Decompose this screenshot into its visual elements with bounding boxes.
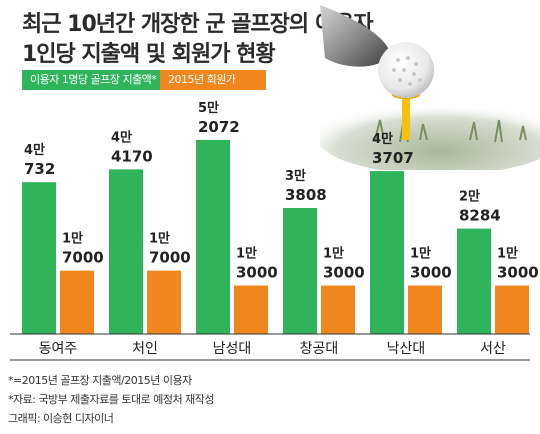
label-spending-rest-5: 8284: [459, 207, 501, 225]
label-spending-rest-0: 732: [24, 160, 55, 178]
label-membership-man-2: 1만: [236, 246, 257, 262]
label-spending-man-3: 3만: [285, 168, 306, 184]
bar-membership-5: [495, 285, 529, 334]
label-membership-man-1: 1만: [149, 231, 170, 247]
category-label-2: 남성대: [213, 341, 252, 357]
legend-spending: 이용자 1명당 골프장 지출액*: [22, 70, 170, 90]
label-membership-rest-3: 3000: [323, 264, 365, 282]
label-membership-rest-1: 7000: [149, 249, 191, 267]
category-label-1: 처인: [132, 341, 158, 357]
bar-spending-3: [283, 207, 317, 334]
bar-spending-0: [22, 182, 56, 334]
label-membership-rest-5: 3000: [497, 264, 539, 282]
label-spending-man-5: 2만: [459, 189, 480, 205]
category-label-5: 서산: [480, 341, 506, 357]
bar-membership-3: [321, 285, 355, 334]
chart-title-line-1: 최근 10년간 개장한 군 골프장의 이용자: [22, 12, 374, 37]
bar-membership-1: [147, 270, 181, 334]
label-spending-man-4: 4만: [372, 131, 393, 147]
bar-chart: 4만 732 1만 7000 4만 4170 1만 7000 5만 2072 1만 3000 3만 380…: [10, 100, 539, 361]
label-spending-man-1: 4만: [111, 129, 132, 145]
label-membership-man-4: 1만: [410, 246, 431, 262]
label-spending-man-0: 4만: [24, 142, 45, 158]
label-spending-rest-2: 2072: [198, 118, 240, 136]
label-spending-man-2: 5만: [198, 100, 219, 116]
label-membership-rest-4: 3000: [410, 264, 452, 282]
bar-spending-4: [370, 171, 404, 334]
category-label-4: 낙산대: [387, 341, 426, 357]
footnote-source: *자료: 국방부 제출자료를 토대로 예정처 재작성: [8, 393, 214, 406]
bar-membership-0: [60, 270, 94, 334]
bar-spending-1: [109, 169, 143, 334]
footnote-formula: *=2015년 골프장 지출액/2015년 이용자: [8, 374, 192, 387]
label-membership-man-3: 1만: [323, 246, 344, 262]
golf-ball-illustration: [320, 5, 540, 170]
bar-spending-2: [196, 139, 230, 334]
category-label-3: 창공대: [300, 341, 339, 357]
label-spending-rest-1: 4170: [111, 147, 153, 165]
category-label-0: 동여주: [39, 341, 78, 357]
label-membership-rest-2: 3000: [236, 264, 278, 282]
bar-membership-4: [408, 285, 442, 334]
footnote-credit: 그래픽: 이승현 디자이너: [8, 412, 114, 425]
label-membership-rest-0: 7000: [62, 249, 104, 267]
chart-title-line-2: 1인당 지출액 및 회원가 현황: [22, 42, 276, 67]
bar-membership-2: [234, 285, 268, 334]
legend-membership-price: 2015년 회원가: [160, 70, 266, 90]
label-membership-man-0: 1만: [62, 231, 83, 247]
label-membership-man-5: 1만: [497, 246, 518, 262]
label-spending-rest-4: 3707: [372, 149, 414, 167]
bar-spending-5: [457, 228, 491, 334]
label-spending-rest-3: 3808: [285, 186, 327, 204]
